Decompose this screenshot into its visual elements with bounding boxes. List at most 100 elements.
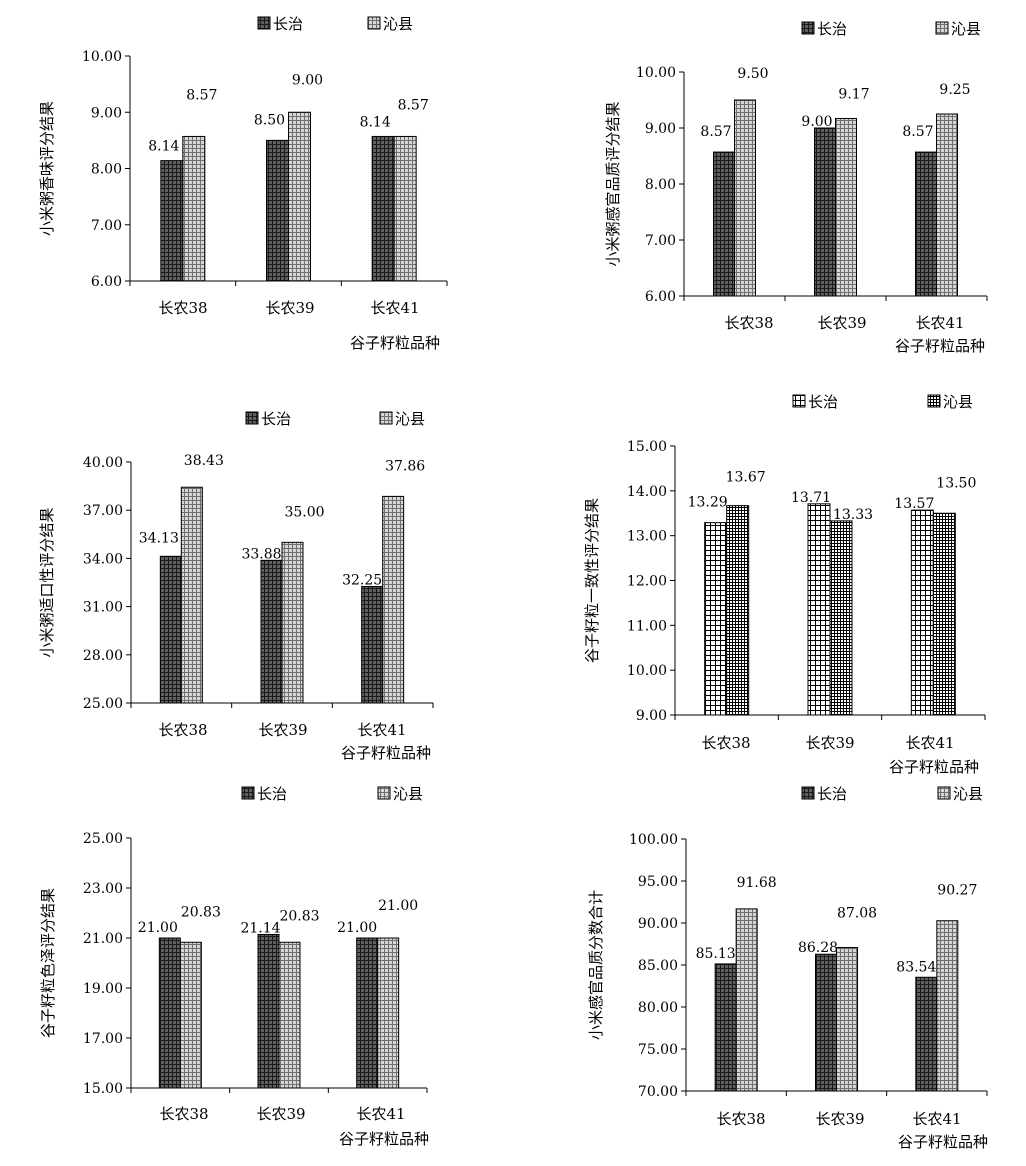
x-category-label: 长农38 [159,1105,208,1123]
legend-swatch-changzhi [241,786,255,800]
chart-panel-5: 15.0017.0019.0021.0023.0025.0021.0020.83… [39,785,429,1148]
bar-changzhi [158,937,181,1089]
bar-changzhi [356,937,379,1089]
bar-qinxian [179,941,202,1089]
legend-swatch-qinxian [379,411,393,425]
legend-label: 沁县 [943,393,973,411]
y-axis-title: 小米粥适口性评分结果 [38,507,56,657]
y-tick-label: 15.00 [83,1081,123,1097]
bar-qinxian [835,117,857,297]
bar-qinxian [393,135,417,282]
y-tick-label: 13.00 [627,529,667,545]
bar-qinxian [726,505,750,716]
bar-changzhi [266,139,289,282]
bar-qinxian [288,111,311,282]
y-axis-title: 谷子籽粒一致性评分结果 [583,498,601,663]
data-label: 8.14 [148,139,179,155]
data-label: 13.57 [894,496,934,512]
x-axis-title: 谷子籽粒品种 [889,758,979,776]
x-category-label: 长农38 [158,721,207,739]
x-category-label: 长农39 [805,734,854,752]
x-axis-title: 谷子籽粒品种 [350,334,440,352]
bar-qinxian [278,941,301,1089]
legend-label: 沁县 [395,410,425,428]
legend-label: 长治 [257,785,287,803]
legend-label: 沁县 [953,785,983,803]
y-tick-label: 19.00 [83,981,123,997]
legend-label: 沁县 [951,20,981,38]
y-axis-title: 小米粥感官品质评分结果 [604,101,622,266]
y-tick-label: 85.00 [638,958,678,974]
x-category-label: 长农41 [356,1105,405,1123]
x-category-label: 长农41 [912,1110,961,1128]
y-axis-title: 小米感官品质分数合计 [587,890,605,1040]
y-tick-label: 11.00 [627,618,667,634]
y-tick-label: 25.00 [83,831,123,847]
x-category-label: 长农39 [265,299,314,317]
y-tick-label: 9.00 [645,121,676,137]
y-tick-label: 80.00 [638,1000,678,1016]
data-label: 9.00 [801,114,832,130]
legend-swatch-changzhi [792,394,806,408]
bar-qinxian [182,135,206,282]
chart-panel-1: 6.00 7.00 8.00 9.00 10.00 8.14 8.57 长农38 8.50 9.0… [38,15,448,352]
x-category-label: 长农39 [817,314,866,332]
legend-swatch-qinxian [367,16,381,30]
y-tick-label: 28.00 [83,648,123,664]
data-label: 38.43 [184,453,224,469]
y-axis-title: 小米粥香味评分结果 [38,101,56,236]
y-tick-label: 100.00 [629,832,678,848]
data-label: 86.28 [798,940,838,956]
bar-qinxian [180,486,203,704]
data-label: 34.13 [139,530,179,546]
bar-qinxian [382,495,405,704]
bar-changzhi [814,127,836,297]
data-label: 13.50 [936,475,976,491]
bar-changzhi [910,509,934,716]
x-category-label: 长农41 [357,721,406,739]
y-tick-label: 7.00 [645,233,676,249]
chart-panel-2: 6.00 7.00 8.00 9.00 10.00 8.57 9.50 长农38 9.00 9.1… [604,20,988,355]
data-label: 8.57 [398,97,429,113]
y-tick-label: 12.00 [627,574,667,590]
data-label: 8.14 [360,114,391,130]
bar-changzhi [371,135,395,282]
y-tick-label: 9.00 [636,708,667,724]
data-label: 21.00 [138,920,178,936]
bar-qinxian [932,512,956,716]
x-category-label: 长农39 [256,1105,305,1123]
bar-changzhi [260,559,283,704]
legend-label: 沁县 [383,15,413,33]
bar-qinxian [281,541,304,704]
data-label: 32.25 [342,573,382,589]
x-category-label: 长农38 [724,314,773,332]
y-tick-label: 9.00 [91,105,122,121]
y-tick-label: 90.00 [638,916,678,932]
legend-label: 长治 [817,785,847,803]
chart-panel-6: 70.00 75.00 80.00 85.00 90.00 95.00 100.00 85.1… [587,785,988,1151]
data-label: 85.13 [696,946,736,962]
bar-changzhi [257,934,280,1089]
data-label: 21.14 [240,921,280,937]
y-tick-label: 10.00 [627,663,667,679]
legend-swatch-changzhi [801,21,815,35]
x-category-label: 长农41 [905,734,954,752]
data-label: 8.57 [700,124,731,140]
bar-changzhi [159,555,182,704]
y-axis-title: 谷子籽粒色泽评分结果 [39,888,57,1038]
bar-changzhi [915,151,937,297]
y-tick-label: 37.00 [83,503,123,519]
y-tick-label: 15.00 [627,439,667,455]
data-label: 20.83 [279,908,319,924]
legend-swatch-changzhi [257,16,271,30]
y-tick-label: 6.00 [91,274,122,290]
data-label: 9.17 [838,86,869,102]
x-category-label: 长农38 [701,734,750,752]
y-tick-label: 10.00 [636,65,676,81]
y-tick-label: 40.00 [83,455,123,471]
legend-label: 沁县 [393,785,423,803]
bar-qinxian [735,908,758,1092]
chart-panel-3: 25.00 28.00 31.00 34.00 37.00 40.00 34.13 38.43… [38,410,434,762]
y-tick-label: 8.00 [645,177,676,193]
